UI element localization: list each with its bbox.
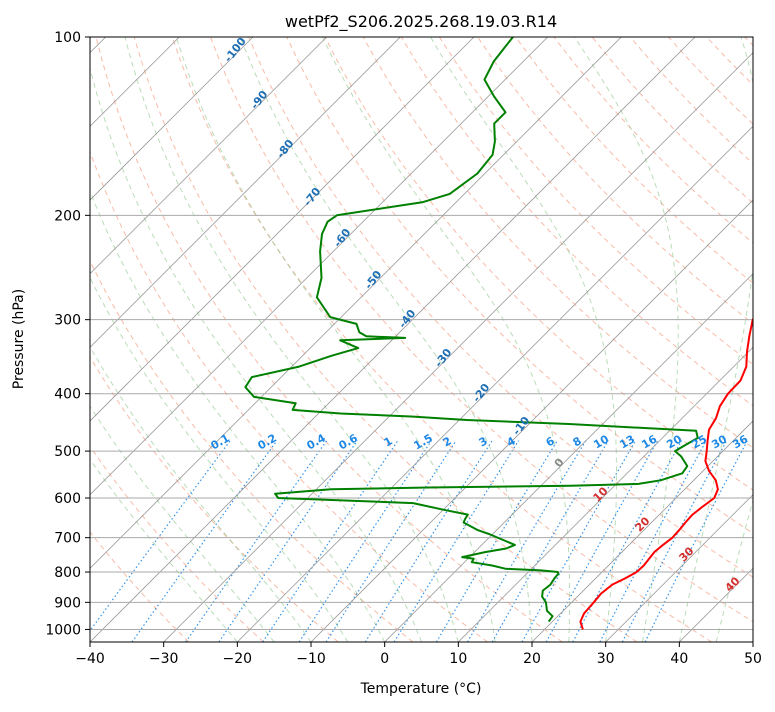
y-tick-label: 200 [54, 208, 81, 224]
x-tick-label: 30 [597, 651, 615, 667]
y-tick-label: 700 [54, 531, 81, 547]
x-tick-label: 40 [670, 651, 688, 667]
y-tick-label: 500 [54, 444, 81, 460]
x-tick-label: 10 [449, 651, 467, 667]
y-tick-label: 300 [54, 313, 81, 329]
y-tick-label: 900 [54, 595, 81, 611]
x-tick-label: −10 [296, 651, 326, 667]
y-tick-label: 800 [54, 565, 81, 581]
x-tick-label: −20 [223, 651, 253, 667]
y-tick-label: 400 [54, 387, 81, 403]
y-axis-label: Pressure (hPa) [11, 289, 27, 389]
chart-title: wetPf2_S206.2025.268.19.03.R14 [285, 12, 557, 32]
x-tick-label: −40 [75, 651, 105, 667]
x-tick-label: −30 [149, 651, 179, 667]
x-tick-label: 0 [380, 651, 389, 667]
x-tick-label: 20 [523, 651, 541, 667]
y-tick-label: 100 [54, 30, 81, 46]
y-tick-label: 600 [54, 491, 81, 507]
x-tick-label: 50 [744, 651, 762, 667]
x-axis-label: Temperature (°C) [360, 681, 482, 697]
y-tick-label: 1000 [45, 622, 81, 638]
